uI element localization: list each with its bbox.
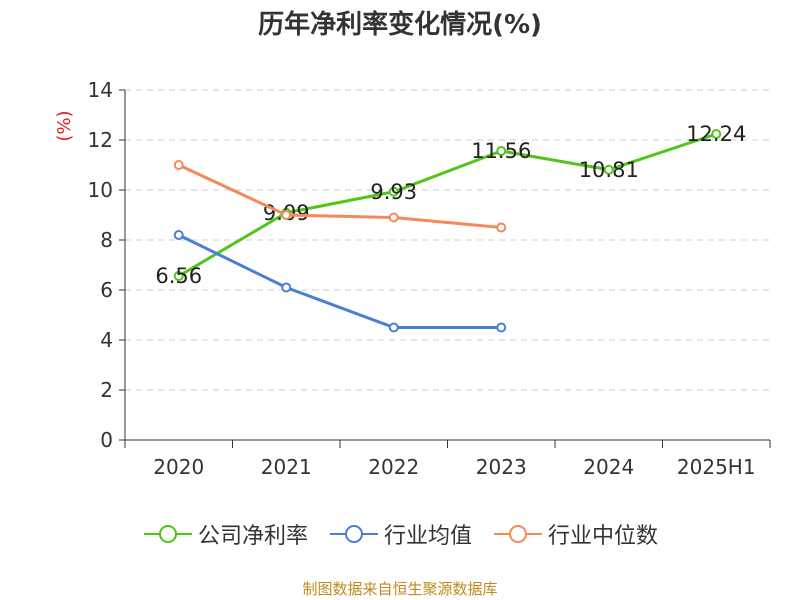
data-label: 9.93	[370, 180, 417, 204]
y-tick-label: 8	[100, 228, 113, 252]
legend-circle	[158, 525, 177, 543]
data-label: 6.56	[155, 264, 202, 288]
data-point-2	[173, 160, 184, 170]
y-tick-label: 2	[100, 378, 113, 402]
legend-marker	[329, 525, 378, 543]
legend-marker	[143, 525, 192, 543]
data-point-2	[496, 222, 507, 233]
data-label: 12.24	[686, 122, 746, 146]
legend-label: 公司净利率	[197, 524, 308, 549]
legend-item: 公司净利率	[142, 518, 308, 550]
data-point-0	[603, 164, 614, 175]
legend: 公司净利率 行业均值 行业中位数	[0, 518, 800, 550]
y-tick-label: 14	[88, 78, 113, 102]
x-tick-label: 2024	[583, 455, 634, 479]
x-tick-label: 2025H1	[677, 455, 756, 479]
legend-marker	[494, 525, 542, 543]
data-label: 11.56	[471, 139, 531, 163]
y-tick-label: 10	[88, 178, 113, 202]
data-point-1	[388, 322, 399, 333]
data-point-0	[496, 146, 507, 156]
legend-item: 行业均值	[328, 518, 472, 550]
data-point-1	[281, 282, 292, 293]
y-tick-label: 4	[100, 328, 113, 352]
x-tick-label: 2023	[476, 455, 527, 479]
x-tick-label: 2020	[153, 455, 204, 479]
source-note: 制图数据来自恒生聚源数据库	[302, 580, 498, 598]
legend-circle	[344, 525, 363, 543]
data-point-2	[281, 210, 292, 220]
x-tick-label: 2021	[261, 455, 312, 479]
legend-label: 行业均值	[383, 524, 472, 549]
legend-label: 行业中位数	[548, 524, 659, 549]
data-point-0	[711, 129, 722, 139]
y-tick-label: 12	[88, 128, 113, 152]
y-axis-label: (%)	[54, 110, 75, 141]
series-line-2	[178, 163, 502, 229]
data-point-1	[173, 230, 184, 240]
legend-circle	[509, 525, 527, 543]
data-label: 10.81	[579, 158, 639, 182]
data-point-0	[388, 186, 399, 197]
data-point-1	[496, 322, 507, 333]
series-line-1	[178, 233, 502, 329]
legend-item: 行业中位数	[492, 518, 658, 550]
y-tick-label: 0	[100, 428, 113, 452]
x-tick-label: 2022	[368, 455, 419, 479]
chart-title: 历年净利率变化情况(%)	[258, 10, 542, 40]
y-tick-label: 6	[100, 278, 113, 302]
data-point-0	[173, 271, 184, 281]
data-point-2	[388, 212, 399, 223]
series-line-0	[177, 132, 717, 278]
